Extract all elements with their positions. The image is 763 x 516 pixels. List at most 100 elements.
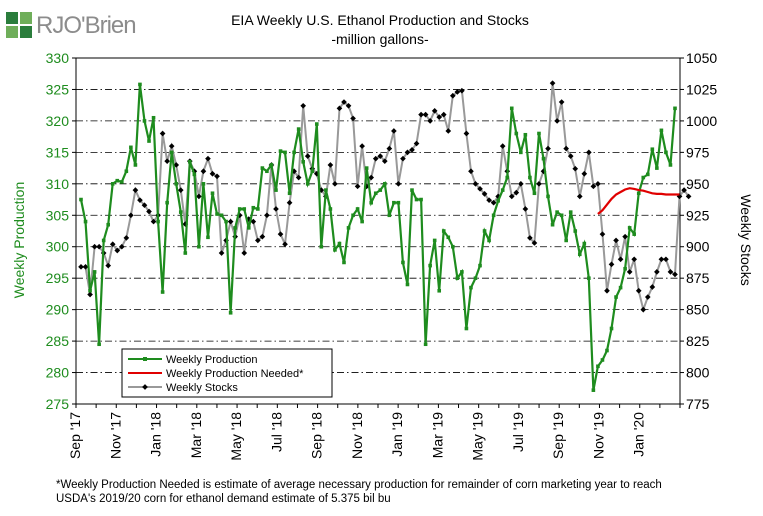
production-point bbox=[319, 244, 324, 249]
production-point bbox=[296, 127, 301, 131]
production-point bbox=[337, 241, 342, 246]
stocks-point bbox=[576, 193, 583, 200]
stocks-point bbox=[590, 183, 597, 190]
production-point bbox=[509, 106, 514, 111]
legend-label: Weekly Stocks bbox=[166, 382, 238, 394]
production-point bbox=[650, 147, 655, 152]
production-point bbox=[460, 270, 464, 274]
stocks-point bbox=[214, 173, 220, 180]
production-point bbox=[577, 252, 582, 257]
production-point bbox=[464, 326, 469, 331]
x-tick-label: Jul '18 bbox=[268, 412, 284, 452]
production-point bbox=[573, 229, 578, 233]
production-point bbox=[550, 222, 555, 227]
production-point bbox=[79, 197, 83, 202]
stocks-point bbox=[640, 306, 647, 313]
stocks-point bbox=[282, 241, 288, 248]
stocks-point bbox=[563, 145, 570, 152]
stocks-point bbox=[128, 212, 134, 219]
production-point bbox=[160, 290, 165, 294]
stocks-point bbox=[685, 193, 692, 200]
production-point bbox=[541, 156, 546, 161]
stocks-point bbox=[595, 180, 601, 187]
production-point bbox=[414, 197, 419, 202]
y-tick-label-right: 1050 bbox=[686, 50, 717, 66]
production-point bbox=[514, 131, 519, 136]
stocks-point bbox=[386, 145, 393, 152]
x-tick-label: Sep '18 bbox=[309, 412, 325, 459]
y-tick-label-left: 310 bbox=[46, 176, 70, 192]
x-tick-label: Nov '19 bbox=[590, 412, 606, 459]
stocks-point bbox=[617, 256, 624, 263]
stocks-point bbox=[168, 143, 175, 149]
y-tick-label-left: 280 bbox=[46, 365, 70, 381]
stocks-point bbox=[137, 197, 143, 204]
stocks-point bbox=[631, 256, 638, 263]
stocks-point bbox=[96, 243, 102, 250]
x-tick-label: Jan '20 bbox=[631, 412, 647, 457]
legend-label: Weekly Production Needed* bbox=[166, 368, 304, 380]
stocks-point bbox=[295, 174, 302, 181]
production-point bbox=[242, 207, 247, 211]
stocks-point bbox=[449, 92, 456, 99]
company-logo: RJO'Brien bbox=[6, 8, 156, 42]
stocks-point bbox=[259, 233, 266, 240]
stocks-point bbox=[413, 140, 420, 147]
stocks-point bbox=[445, 128, 452, 134]
production-point bbox=[92, 270, 97, 274]
production-point bbox=[609, 326, 614, 331]
production-point bbox=[201, 182, 206, 186]
chart-title: EIA Weekly U.S. Ethanol Production and S… bbox=[231, 12, 529, 28]
stocks-point bbox=[508, 193, 515, 200]
production-point bbox=[564, 238, 568, 243]
production-point bbox=[441, 229, 446, 233]
y-tick-label-right: 800 bbox=[686, 365, 710, 381]
production-point bbox=[342, 260, 346, 265]
stocks-point bbox=[341, 99, 347, 105]
y-tick-label-left: 300 bbox=[46, 239, 70, 255]
stocks-point bbox=[132, 187, 139, 193]
y-tick-label-left: 325 bbox=[46, 81, 70, 97]
production-point bbox=[115, 178, 120, 183]
production-point bbox=[151, 115, 156, 120]
y-tick-label-right: 850 bbox=[686, 302, 710, 318]
production-point bbox=[233, 226, 237, 230]
production-point bbox=[532, 191, 537, 196]
production-point bbox=[287, 191, 292, 196]
production-point bbox=[110, 182, 115, 186]
stocks-point bbox=[118, 243, 125, 250]
y-tick-label-left: 315 bbox=[46, 144, 70, 160]
stocks-point bbox=[300, 102, 307, 109]
x-tick-label: Jan '18 bbox=[148, 412, 164, 457]
y-tick-label-right: 875 bbox=[686, 270, 710, 286]
production-point bbox=[133, 163, 138, 167]
stocks-point bbox=[558, 99, 565, 105]
production-point bbox=[219, 213, 224, 218]
stocks-point bbox=[200, 168, 207, 175]
stocks-point bbox=[418, 111, 424, 118]
stocks-point bbox=[454, 89, 461, 95]
stocks-point bbox=[196, 193, 202, 200]
production-point bbox=[314, 122, 319, 126]
production-point bbox=[269, 163, 274, 167]
production-point bbox=[83, 219, 88, 224]
stocks-point bbox=[667, 269, 674, 275]
stocks-point bbox=[472, 180, 479, 187]
stocks-point bbox=[391, 128, 397, 134]
stocks-point bbox=[635, 287, 642, 294]
production-point bbox=[169, 150, 174, 155]
production-point bbox=[446, 235, 451, 240]
stocks-point bbox=[477, 186, 483, 192]
production-point bbox=[392, 200, 396, 205]
stocks-point bbox=[654, 269, 660, 275]
production-point bbox=[641, 175, 646, 180]
production-point bbox=[188, 160, 192, 164]
production-point bbox=[555, 210, 559, 214]
x-tick-label: Jan '19 bbox=[389, 412, 405, 457]
production-point bbox=[260, 166, 265, 170]
stocks-point bbox=[146, 208, 152, 215]
stocks-point bbox=[304, 153, 311, 159]
stocks-point bbox=[377, 153, 384, 159]
x-tick-label: Jul '19 bbox=[510, 412, 526, 452]
production-point bbox=[428, 263, 432, 268]
